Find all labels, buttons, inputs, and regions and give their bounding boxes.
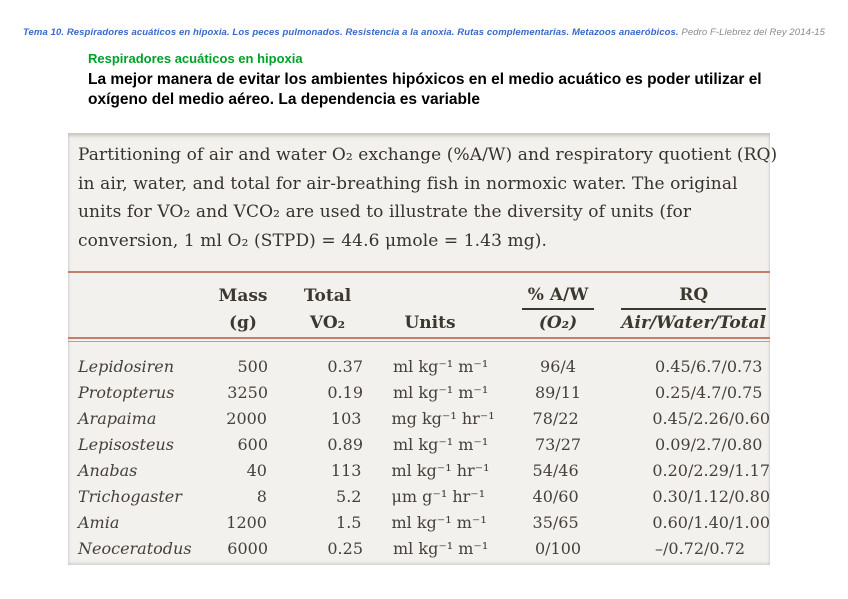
scanned-table-figure: Partitioning of air and water O₂ exchang… <box>68 133 778 565</box>
cell-total-vo2: 0.25 <box>327 539 363 558</box>
cell-rq: 0.45/6.7/0.73 <box>655 357 763 376</box>
cell-units: ml kg⁻¹ m⁻¹ <box>391 513 487 532</box>
cell-aw-percent: 40/60 <box>532 487 579 506</box>
cell-aw-percent: 96/4 <box>540 357 576 376</box>
cell-units: μm g⁻¹ hr⁻¹ <box>391 487 486 506</box>
cell-total-vo2: 0.89 <box>327 435 363 454</box>
cell-rq: 0.30/1.12/0.80 <box>652 487 770 506</box>
cell-total-vo2: 0.37 <box>327 357 363 376</box>
cell-species: Lepidosiren <box>78 357 175 376</box>
cell-species: Anabas <box>78 461 138 480</box>
aw-fraction: % A/W (O₂) <box>521 285 595 333</box>
table-row: Protopterus 3250 0.19 ml kg⁻¹ m⁻¹ 89/11 … <box>78 380 770 406</box>
col-header-aw-label: % A/W <box>521 285 595 310</box>
cell-aw-percent: 73/27 <box>534 435 582 454</box>
cell-rq: 0.45/2.26/0.60 <box>652 409 770 428</box>
cell-aw-percent: 35/65 <box>532 513 579 532</box>
intro-paragraph: La mejor manera de evitar los ambientes … <box>88 71 762 108</box>
table-row: Trichogaster 8 5.2 μm g⁻¹ hr⁻¹ 40/60 0.3… <box>78 484 770 510</box>
cell-units: mg kg⁻¹ hr⁻¹ <box>391 409 495 428</box>
table-rule-mid <box>68 337 770 342</box>
cell-aw-percent: 54/46 <box>532 461 579 480</box>
cell-units: ml kg⁻¹ m⁻¹ <box>393 357 489 376</box>
cell-units: ml kg⁻¹ m⁻¹ <box>393 435 489 454</box>
cell-units: ml kg⁻¹ m⁻¹ <box>393 539 489 558</box>
table-row: Neoceratodus 6000 0.25 ml kg⁻¹ m⁻¹ 0/100… <box>78 536 770 562</box>
cell-aw-percent: 0/100 <box>534 539 582 558</box>
slide-header: Tema 10. Respiradores acuáticos en hipox… <box>0 27 848 38</box>
section-title: Respiradores acuáticos en hipoxia <box>88 51 303 66</box>
table-row: Amia 1200 1.5 ml kg⁻¹ m⁻¹ 35/65 0.60/1.4… <box>78 510 770 536</box>
col-header-rq-breakdown-label: Air/Water/Total <box>621 313 766 333</box>
cell-rq: 0.09/2.7/0.80 <box>655 435 763 454</box>
cell-rq: –/0.72/0.72 <box>655 539 746 558</box>
cell-mass: 3250 <box>227 383 268 402</box>
col-header-total-vo2: Total VO₂ <box>280 286 375 333</box>
cell-rq: 0.25/4.7/0.75 <box>655 383 763 402</box>
table-row: Anabas 40 113 ml kg⁻¹ hr⁻¹ 54/46 0.20/2.… <box>78 458 770 484</box>
cell-rq: 0.60/1.40/1.00 <box>652 513 770 532</box>
cell-species: Amia <box>78 513 120 532</box>
cell-aw-percent: 89/11 <box>534 383 582 402</box>
table-body: Lepidosiren 500 0.37 ml kg⁻¹ m⁻¹ 96/4 0.… <box>68 342 770 562</box>
table-row: Lepidosiren 500 0.37 ml kg⁻¹ m⁻¹ 96/4 0.… <box>78 354 770 380</box>
cell-units: ml kg⁻¹ m⁻¹ <box>393 383 489 402</box>
col-header-aw-o2-label: (O₂) <box>538 313 578 333</box>
cell-species: Neoceratodus <box>78 539 192 558</box>
col-header-units: Units <box>355 313 505 333</box>
cell-mass: 600 <box>237 435 268 454</box>
cell-aw-percent: 78/22 <box>532 409 579 428</box>
col-header-aw: % A/W (O₂) <box>513 285 603 333</box>
header-course-title: Tema 10. Respiradores acuáticos en hipox… <box>22 27 679 38</box>
cell-total-vo2: 0.19 <box>327 383 363 402</box>
caption-line: in air, water, and total for air-breathi… <box>78 173 738 194</box>
cell-mass: 500 <box>237 357 268 376</box>
table-header-row: Mass (g) Total VO₂ Units % A/W (O₂) RQ A… <box>68 273 770 337</box>
col-header-mass-label: Mass <box>218 286 268 306</box>
table-row: Lepisosteus 600 0.89 ml kg⁻¹ m⁻¹ 73/27 0… <box>78 432 770 458</box>
cell-total-vo2: 103 <box>330 409 362 428</box>
cell-species: Trichogaster <box>78 487 182 506</box>
col-header-units-label: Units <box>404 313 456 333</box>
rq-fraction: RQ Air/Water/Total <box>621 285 766 333</box>
caption-line: conversion, 1 ml O₂ (STPD) = 44.6 μmole … <box>78 230 547 251</box>
cell-species: Protopterus <box>78 383 175 402</box>
cell-mass: 1200 <box>226 513 267 532</box>
cell-species: Lepisosteus <box>78 435 174 454</box>
caption-line: Partitioning of air and water O₂ exchang… <box>78 145 778 165</box>
header-author: Pedro F-Llebrez del Rey 2014-15 <box>681 27 825 38</box>
col-header-rq-label: RQ <box>621 285 766 310</box>
caption-line: units for VO₂ and VCO₂ are used to illus… <box>78 202 692 222</box>
table-rule-top <box>68 271 770 273</box>
cell-rq: 0.20/2.29/1.17 <box>652 461 770 480</box>
cell-mass: 6000 <box>227 539 268 558</box>
cell-total-vo2: 1.5 <box>336 513 362 532</box>
cell-total-vo2: 113 <box>330 461 362 480</box>
col-header-total-label: Total <box>303 286 352 306</box>
col-header-mass: Mass (g) <box>218 286 268 333</box>
col-header-vo2-label: VO₂ <box>309 313 346 333</box>
col-header-rq: RQ Air/Water/Total <box>603 285 770 333</box>
cell-species: Arapaima <box>78 409 157 428</box>
col-header-mass-unit: (g) <box>229 313 257 333</box>
cell-mass: 2000 <box>226 409 267 428</box>
table-row: Arapaima 2000 103 mg kg⁻¹ hr⁻¹ 78/22 0.4… <box>78 406 770 432</box>
cell-mass: 40 <box>246 461 267 480</box>
cell-total-vo2: 5.2 <box>336 487 362 506</box>
cell-mass: 8 <box>256 487 267 506</box>
table-caption: Partitioning of air and water O₂ exchang… <box>68 133 778 255</box>
cell-units: ml kg⁻¹ hr⁻¹ <box>391 461 490 480</box>
